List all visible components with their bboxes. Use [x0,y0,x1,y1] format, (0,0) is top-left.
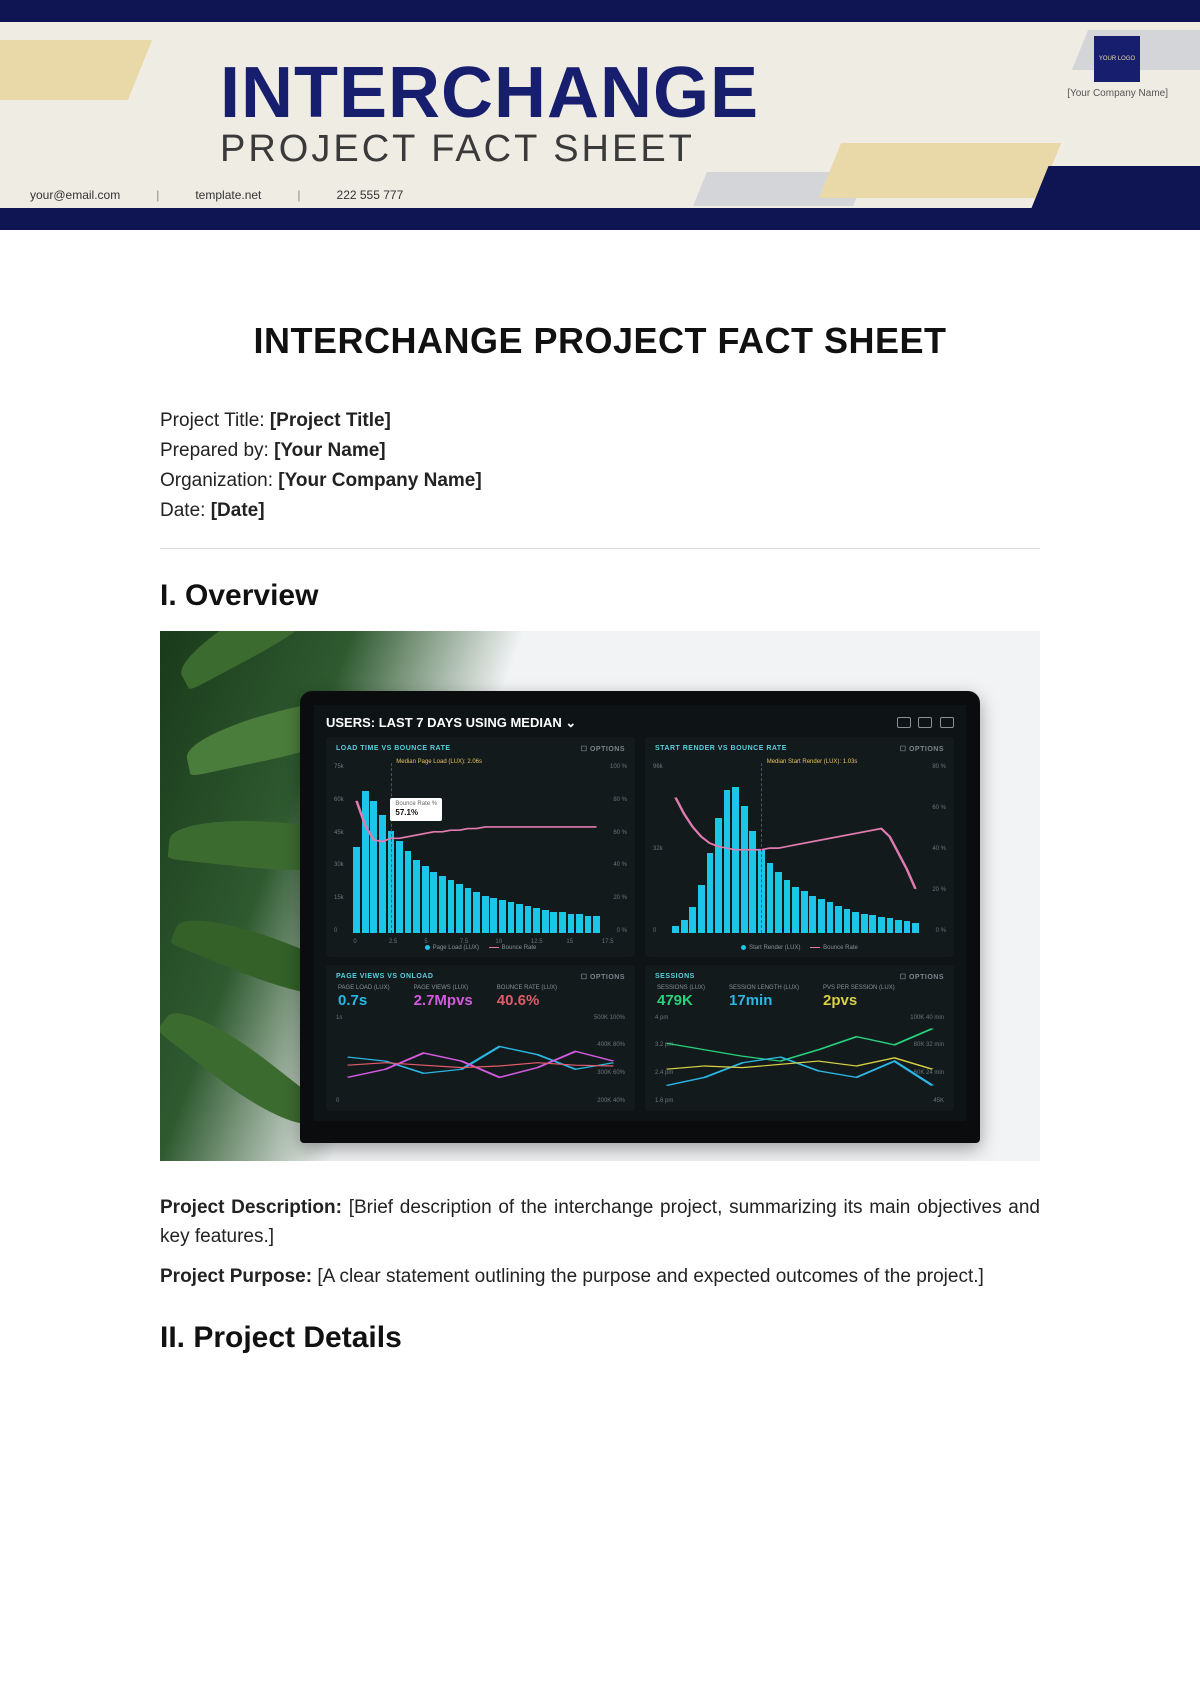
contact-email: your@email.com [30,188,120,202]
metric-label: Page Load (LUX) [338,985,390,991]
logo-placeholder: YOUR LOGO [1094,36,1140,82]
panel-options: ☐ OPTIONS [581,745,625,753]
panel-options: ☐ OPTIONS [900,745,944,753]
meta-value: [Project Title] [270,410,391,431]
metric-value: 40.6% [497,992,557,1009]
expand-icon [940,717,954,728]
panel-sessions: SESSIONS ☐ OPTIONS Sessions (LUX)479KSes… [645,965,954,1111]
purpose-label: Project Purpose: [160,1266,312,1287]
meta-line: Prepared by: [Your Name] [160,440,1040,462]
overview-image: USERS: LAST 7 DAYS USING MEDIAN ⌄ LOAD T… [160,631,1040,1161]
metric-value: 2pvs [823,992,895,1009]
monitor-icon [897,717,911,728]
panel-title: LOAD TIME VS BOUNCE RATE [336,745,451,753]
legend-label: Bounce Rate [823,945,858,951]
project-purpose: Project Purpose: [A clear statement outl… [160,1262,1040,1291]
panel-page-views: PAGE VIEWS VS ONLOAD ☐ OPTIONS Page Load… [326,965,635,1111]
chart-area: 80 %60 %40 %20 %0 %96k32k0Median Start R… [655,757,944,943]
contact-website: template.net [195,188,261,202]
panel-options: ☐ OPTIONS [581,973,625,981]
metric-label: Sessions (LUX) [657,985,705,991]
spark-area: 4 pm3.2 pm2.4 pm1.6 pm100K 40 min80K 32 … [655,1015,944,1105]
meta-label: Date: [160,500,211,521]
banner-bottom-band [0,208,1200,230]
document-title: INTERCHANGE PROJECT FACT SHEET [160,320,1040,362]
metric-label: PVs Per Session (LUX) [823,985,895,991]
metric-label: Bounce Rate (LUX) [497,985,557,991]
meta-line: Organization: [Your Company Name] [160,470,1040,492]
dashboard-top-row: LOAD TIME VS BOUNCE RATE ☐ OPTIONS 100 %… [326,737,954,957]
legend-label: Bounce Rate [502,945,537,951]
metric: Bounce Rate (LUX)40.6% [497,985,557,1009]
separator: | [297,188,300,202]
decor-gold-shape [819,143,1061,198]
chart-area: 100 %80 %60 %40 %20 %0 %75k60k45k30k15k0… [336,757,625,943]
meta-value: [Your Name] [274,440,386,461]
panel-title: START RENDER VS BOUNCE RATE [655,745,787,753]
legend-label: Page Load (LUX) [433,945,479,951]
dashboard-header: USERS: LAST 7 DAYS USING MEDIAN ⌄ [326,715,954,731]
meta-line: Project Title: [Project Title] [160,410,1040,432]
description-label: Project Description: [160,1197,342,1218]
separator: | [156,188,159,202]
metric-label: Page Views (LUX) [414,985,473,991]
banner-title-main: INTERCHANGE [220,52,759,134]
banner-title-sub: PROJECT FACT SHEET [220,128,759,171]
metric-label: Session Length (LUX) [729,985,799,991]
panel-start-render: START RENDER VS BOUNCE RATE ☐ OPTIONS 80… [645,737,954,957]
metric-value: 2.7Mpvs [414,992,473,1009]
project-description: Project Description: [Brief description … [160,1193,1040,1252]
contact-phone: 222 555 777 [337,188,404,202]
purpose-value: [A clear statement outlining the purpose… [317,1266,983,1287]
panel-options: ☐ OPTIONS [900,973,944,981]
metrics-row: Page Load (LUX)0.7s Page Views (LUX)2.7Mp… [336,981,625,1011]
dashboard-screen: USERS: LAST 7 DAYS USING MEDIAN ⌄ LOAD T… [314,705,966,1121]
dashboard-header-icons [893,716,954,731]
chart-icon [918,717,932,728]
metric-value: 17min [729,992,799,1009]
document-body: INTERCHANGE PROJECT FACT SHEET Project T… [0,230,1200,1413]
panel-load-time: LOAD TIME VS BOUNCE RATE ☐ OPTIONS 100 %… [326,737,635,957]
metric: Page Load (LUX)0.7s [338,985,390,1009]
metric: Page Views (LUX)2.7Mpvs [414,985,473,1009]
meta-label: Project Title: [160,410,270,431]
meta-value: [Date] [211,500,265,521]
divider [160,548,1040,549]
section-heading-overview: I. Overview [160,579,1040,613]
meta-value: [Your Company Name] [278,470,481,491]
header-banner: INTERCHANGE PROJECT FACT SHEET YOUR LOGO… [0,0,1200,230]
banner-title-block: INTERCHANGE PROJECT FACT SHEET [220,52,759,171]
laptop-frame: USERS: LAST 7 DAYS USING MEDIAN ⌄ LOAD T… [300,691,980,1143]
metric-value: 0.7s [338,992,390,1009]
meta-label: Organization: [160,470,278,491]
spark-area: 1s0500K 100%400K 80%300K 60%200K 40% [336,1015,625,1105]
meta-block: Project Title: [Project Title] Prepared b… [160,410,1040,522]
meta-label: Prepared by: [160,440,274,461]
metrics-row: Sessions (LUX)479K Session Length (LUX)17… [655,981,944,1011]
chart-legend: Start Render (LUX) Bounce Rate [655,945,944,951]
panel-title: SESSIONS [655,973,695,981]
chart-legend: Page Load (LUX) Bounce Rate [336,945,625,951]
metric: Sessions (LUX)479K [657,985,705,1009]
dashboard-bottom-row: PAGE VIEWS VS ONLOAD ☐ OPTIONS Page Load… [326,965,954,1111]
company-name-placeholder: [Your Company Name] [1067,88,1168,99]
section-heading-details: II. Project Details [160,1321,1040,1355]
decor-navy-shape [1032,166,1200,208]
decor-gold-shape [0,40,152,100]
metric: PVs Per Session (LUX)2pvs [823,985,895,1009]
banner-contacts: your@email.com | template.net | 222 555 … [30,188,403,202]
metric-value: 479K [657,992,705,1009]
meta-line: Date: [Date] [160,500,1040,522]
panel-title: PAGE VIEWS VS ONLOAD [336,973,433,981]
dashboard-heading: USERS: LAST 7 DAYS USING MEDIAN ⌄ [326,715,576,731]
banner-top-band [0,0,1200,22]
logo-text: YOUR LOGO [1099,56,1135,63]
legend-label: Start Render (LUX) [749,945,800,951]
metric: Session Length (LUX)17min [729,985,799,1009]
